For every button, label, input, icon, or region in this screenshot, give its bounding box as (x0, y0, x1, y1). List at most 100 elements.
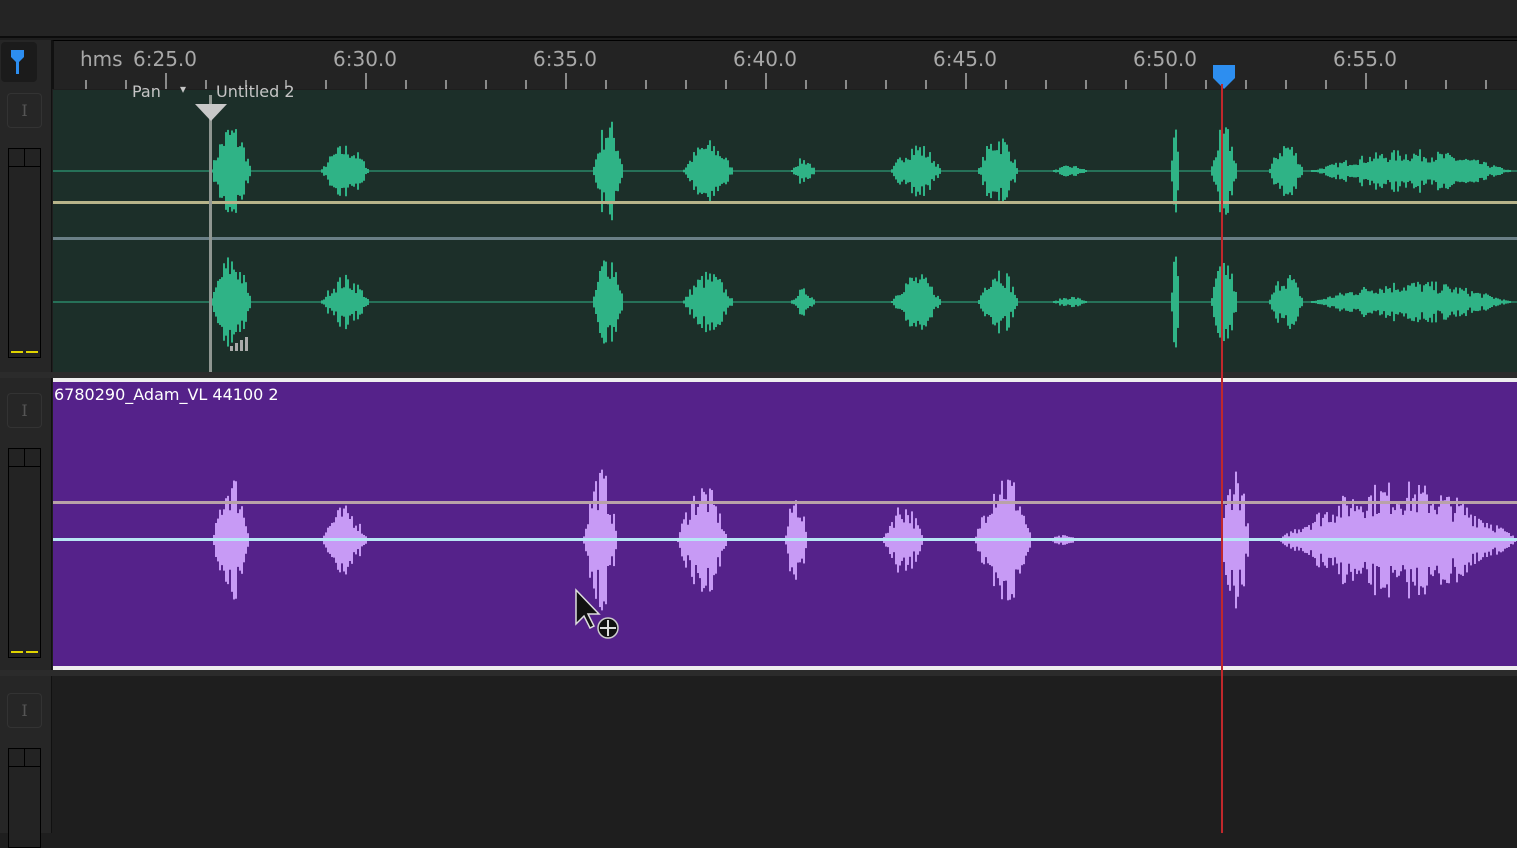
waveform-sample (341, 288, 343, 316)
waveform-sample (1407, 159, 1409, 183)
waveform-sample (1067, 165, 1069, 177)
waveform-sample (978, 168, 980, 174)
waveform-sample (337, 281, 339, 323)
waveform-sample (337, 147, 339, 195)
waveform-sample (1337, 167, 1339, 175)
waveform-sample (1355, 164, 1357, 178)
waveform-sample (1331, 297, 1333, 307)
waveform-sample (1055, 300, 1057, 304)
waveform-sample (719, 156, 721, 186)
waveform-sample (725, 289, 727, 315)
waveform-sample (1219, 129, 1221, 213)
waveform-sample (615, 151, 617, 191)
waveform-sample (359, 289, 361, 315)
waveform-sample (1467, 159, 1469, 183)
waveform-sample (243, 274, 245, 330)
waveform-sample (801, 163, 803, 179)
waveform-sample (1177, 151, 1179, 191)
waveform-sample (897, 159, 899, 183)
waveform-sample (247, 158, 249, 184)
track-input-button[interactable]: I (7, 93, 42, 128)
waveform-sample (1489, 296, 1491, 308)
waveform-sample (721, 158, 723, 184)
waveform-sample (1177, 276, 1179, 328)
waveform-sample (982, 292, 984, 312)
waveform-sample (1371, 161, 1373, 181)
ruler-tick (1365, 73, 1367, 89)
volume-envelope-line[interactable] (53, 501, 1517, 504)
waveform-sample (903, 292, 905, 312)
waveform-sample (237, 279, 239, 325)
waveform-sample (1291, 146, 1293, 196)
chevron-down-icon[interactable]: ▾ (180, 82, 187, 96)
waveform-sample (343, 287, 345, 317)
waveform-sample (603, 149, 605, 193)
pan-envelope-line[interactable] (53, 538, 1517, 541)
waveform-sample (933, 294, 935, 310)
waveform-sample (1417, 155, 1419, 187)
waveform-sample (227, 257, 229, 347)
waveform-sample (683, 169, 685, 173)
pan-dropdown[interactable]: Pan (132, 82, 161, 101)
waveform-sample (1459, 287, 1461, 317)
ruler-unit-label: hms (80, 47, 123, 71)
waveform-sample (903, 162, 905, 180)
waveform-sample (1463, 159, 1465, 183)
waveform-sample (725, 157, 727, 185)
waveform-sample (355, 158, 357, 184)
waveform-sample (1419, 284, 1421, 320)
track-3-empty[interactable] (53, 676, 1517, 833)
track-1-clip[interactable]: Pan ▾ Untitled 2 (53, 82, 1517, 372)
track-2-clip[interactable]: 6780290_Adam_VL 44100 2 (53, 378, 1517, 670)
waveform-sample (247, 292, 249, 312)
waveform-sample (1431, 281, 1433, 323)
waveform-sample (715, 155, 717, 187)
waveform-sample (909, 277, 911, 327)
waveform-sample (1225, 274, 1227, 330)
time-ruler[interactable]: hms 6:25.0 6:30.0 6:35.0 6:40.0 6:45.0 6:50.0… (52, 40, 1517, 89)
waveform-sample (367, 299, 369, 305)
waveform-sample (809, 163, 811, 179)
waveform-sample (1429, 162, 1431, 180)
waveform-sample (1355, 294, 1357, 310)
waveform-sample (233, 132, 235, 210)
waveform-sample (1507, 300, 1509, 304)
volume-envelope-line[interactable] (53, 201, 1517, 204)
waveform-sample (1441, 290, 1443, 314)
waveform-sample (703, 287, 705, 317)
top-toolbar (0, 0, 1517, 38)
waveform-sample (1375, 152, 1377, 190)
clip-start-triangle-icon[interactable] (195, 104, 227, 122)
waveform-sample (1002, 285, 1004, 319)
waveform-sample (1345, 293, 1347, 311)
add-marker-button[interactable] (1, 42, 37, 82)
ruler-tick (165, 73, 167, 89)
waveform-sample (1487, 166, 1489, 176)
waveform-sample (919, 279, 921, 325)
ruler-tick (1485, 80, 1487, 89)
clip-name: 6780290_Adam_VL 44100 2 (54, 385, 279, 404)
waveform-sample (613, 137, 615, 205)
waveform-sample (1215, 157, 1217, 185)
waveform-sample (990, 286, 992, 318)
waveform-sample (1349, 164, 1351, 178)
ruler-tick (645, 80, 647, 89)
waveform-sample (1279, 290, 1281, 314)
waveform-sample (803, 288, 805, 316)
waveform-sample (1475, 292, 1477, 312)
waveform-sample (978, 299, 980, 305)
waveform-sample (333, 154, 335, 188)
waveform-sample (1285, 148, 1287, 194)
playhead-line[interactable] (1221, 84, 1223, 833)
waveform-sample (1451, 156, 1453, 186)
track-input-button[interactable]: I (7, 393, 42, 428)
waveform-sample (607, 276, 609, 328)
waveform-sample (811, 167, 813, 175)
playhead-marker-icon[interactable] (1212, 65, 1236, 89)
waveform-sample (225, 132, 227, 210)
track-input-button[interactable]: I (7, 693, 42, 728)
waveform-sample (595, 290, 597, 314)
waveform-sample (335, 153, 337, 189)
clip-start-line (209, 95, 212, 372)
waveform-sample (225, 268, 227, 336)
